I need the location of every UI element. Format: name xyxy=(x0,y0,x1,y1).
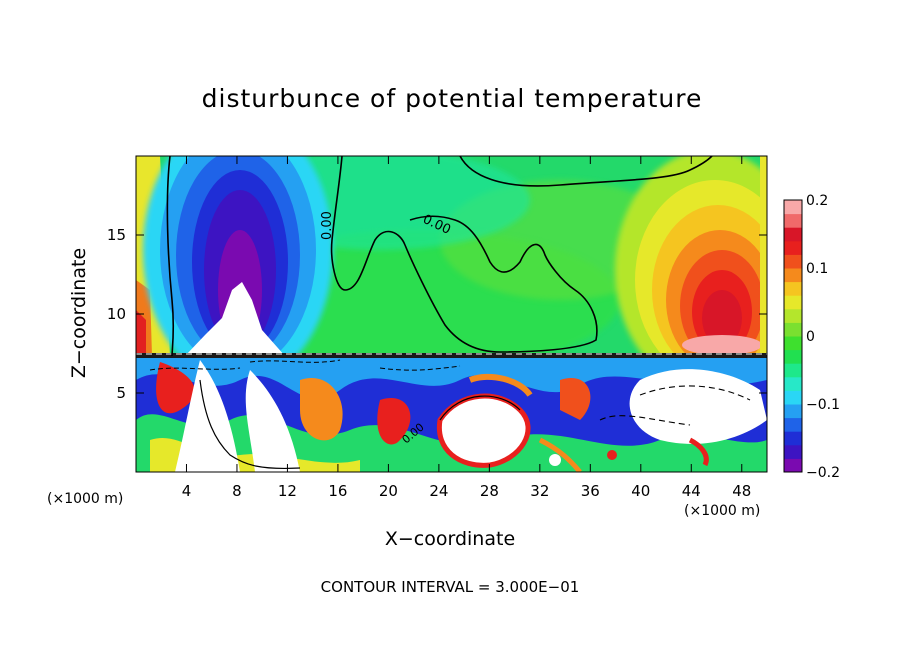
x-tick-label: 16 xyxy=(328,482,347,500)
x-tick-label: 28 xyxy=(480,482,499,500)
x-tick-label: 32 xyxy=(530,482,549,500)
colorbar-swatch xyxy=(784,295,802,310)
colorbar-swatch xyxy=(784,376,802,391)
y-tick-label: 10 xyxy=(107,305,126,323)
colorbar-swatch xyxy=(784,322,802,337)
colorbar-swatch xyxy=(784,268,802,283)
x-tick-label: 12 xyxy=(278,482,297,500)
colorbar-swatch xyxy=(784,458,802,473)
colorbar-tick-label: −0.2 xyxy=(806,465,840,481)
colorbar-swatch xyxy=(784,240,802,255)
colorbar-swatch xyxy=(784,308,802,323)
x-unit-label-left: (×1000 m) xyxy=(47,491,124,507)
y-axis-label: Z−coordinate xyxy=(68,247,90,379)
colorbar: 0.2 0.1 0 −0.1 −0.2 xyxy=(783,193,840,481)
colorbar-swatch xyxy=(784,431,802,446)
heatmap-field xyxy=(136,156,767,472)
x-tick-label: 48 xyxy=(732,482,751,500)
x-unit-label-right: (×1000 m) xyxy=(684,503,761,519)
chart-title: disturbunce of potential temperature xyxy=(201,84,703,113)
colorbar-frame xyxy=(783,199,803,473)
contour-interval-note: CONTOUR INTERVAL = 3.000E−01 xyxy=(320,578,580,596)
y-tick-label: 15 xyxy=(107,226,126,244)
colorbar-swatch xyxy=(784,336,802,351)
x-tick-label: 4 xyxy=(182,482,192,500)
colorbar-tick-label: 0.2 xyxy=(806,193,828,209)
y-axis: 5 10 15 xyxy=(107,226,767,402)
y-tick-label: 5 xyxy=(116,384,126,402)
x-tick-label: 36 xyxy=(581,482,600,500)
contour-label: 0.00 xyxy=(320,211,335,240)
x-tick-label: 8 xyxy=(232,482,242,500)
colorbar-tick-label: 0 xyxy=(806,329,815,345)
colorbar-tick-label: 0.1 xyxy=(806,261,828,277)
colorbar-tick-label: −0.1 xyxy=(806,397,840,413)
colorbar-swatch xyxy=(784,417,802,432)
x-axis: 4 8 12 16 20 24 28 32 36 40 44 48 xyxy=(182,156,751,500)
x-axis-label: X−coordinate xyxy=(384,528,516,550)
colorbar-swatch xyxy=(784,281,802,296)
colorbar-swatch xyxy=(784,254,802,269)
colorbar-swatch xyxy=(784,363,802,378)
colorbar-swatch xyxy=(784,213,802,228)
colorbar-swatch xyxy=(784,227,802,242)
x-tick-label: 40 xyxy=(631,482,650,500)
colorbar-swatch xyxy=(784,390,802,405)
x-tick-label: 44 xyxy=(682,482,701,500)
x-tick-label: 20 xyxy=(379,482,398,500)
colorbar-swatch xyxy=(784,404,802,419)
colorbar-swatch xyxy=(784,444,802,459)
x-tick-label: 24 xyxy=(429,482,448,500)
colorbar-swatch xyxy=(784,349,802,364)
colorbar-swatch xyxy=(784,200,802,215)
